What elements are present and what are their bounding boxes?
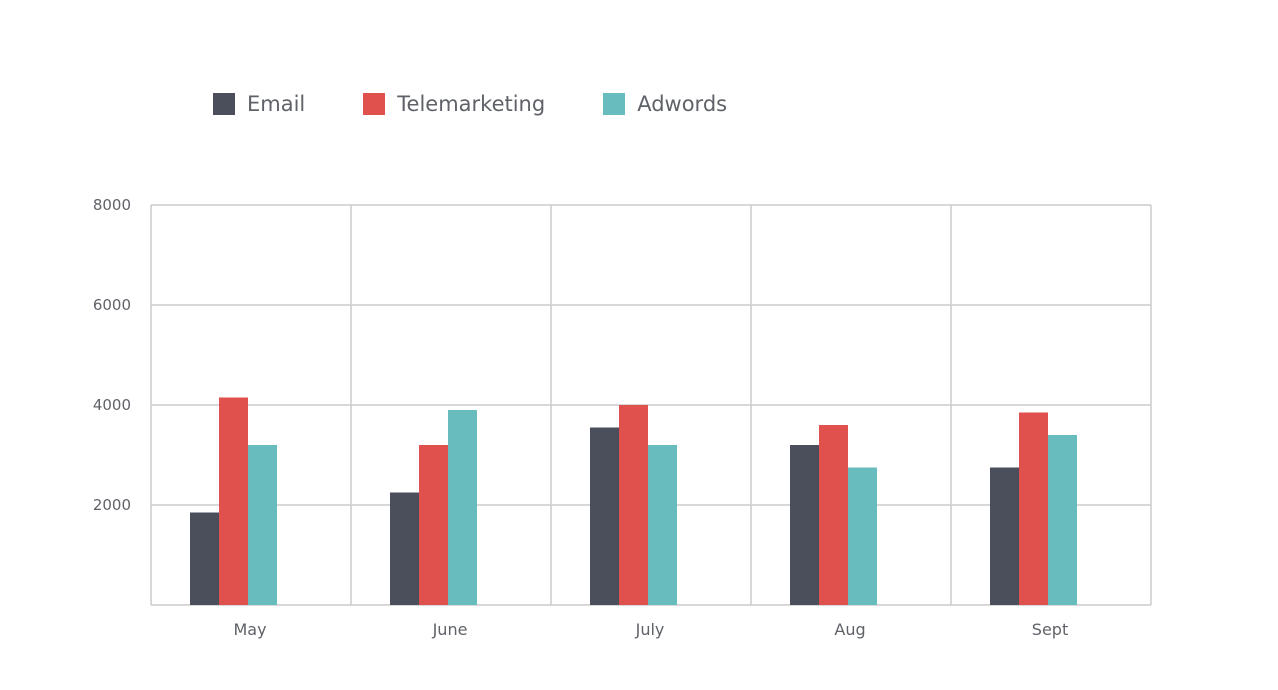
bar-telemarketing-aug [819, 425, 848, 605]
legend-item-adwords: Adwords [603, 92, 727, 116]
bar-email-sept [990, 467, 1019, 605]
bar-email-june [390, 492, 419, 605]
bar-email-july [590, 427, 619, 605]
bar-adwords-aug [848, 467, 877, 605]
bar-email-may [190, 512, 219, 605]
legend-item-email: Email [213, 92, 305, 116]
y-tick-label: 8000 [93, 196, 131, 214]
y-tick-label: 6000 [93, 296, 131, 314]
legend-item-telemarketing: Telemarketing [363, 92, 545, 116]
y-axis-ticks: 2000 4000 6000 8000 [93, 196, 131, 514]
bar-adwords-may [248, 445, 277, 605]
legend-label-telemarketing: Telemarketing [397, 92, 546, 116]
legend-swatch-adwords [603, 93, 626, 115]
chart-legend: Email Telemarketing Adwords [213, 90, 785, 118]
x-tick-label: Sept [1032, 620, 1068, 639]
x-tick-label: May [233, 620, 266, 639]
legend-swatch-email [213, 93, 235, 115]
legend-label-email: Email [247, 92, 306, 116]
y-tick-label: 4000 [93, 396, 131, 414]
bar-adwords-sept [1048, 435, 1077, 605]
bar-email-aug [790, 445, 819, 605]
bar-telemarketing-may [219, 397, 248, 605]
x-tick-label: July [635, 620, 665, 639]
bar-telemarketing-sept [1019, 412, 1048, 605]
x-axis-ticks: May June July Aug Sept [233, 620, 1068, 639]
bar-telemarketing-june [419, 445, 448, 605]
legend-swatch-telemarketing [363, 93, 386, 115]
legend-label-adwords: Adwords [637, 92, 728, 116]
x-tick-label: June [432, 620, 468, 639]
x-tick-label: Aug [834, 620, 865, 639]
y-tick-label: 2000 [93, 496, 131, 514]
bars-layer [190, 397, 1077, 605]
bar-adwords-july [648, 445, 677, 605]
bar-telemarketing-july [619, 405, 648, 605]
bar-adwords-june [448, 410, 477, 605]
